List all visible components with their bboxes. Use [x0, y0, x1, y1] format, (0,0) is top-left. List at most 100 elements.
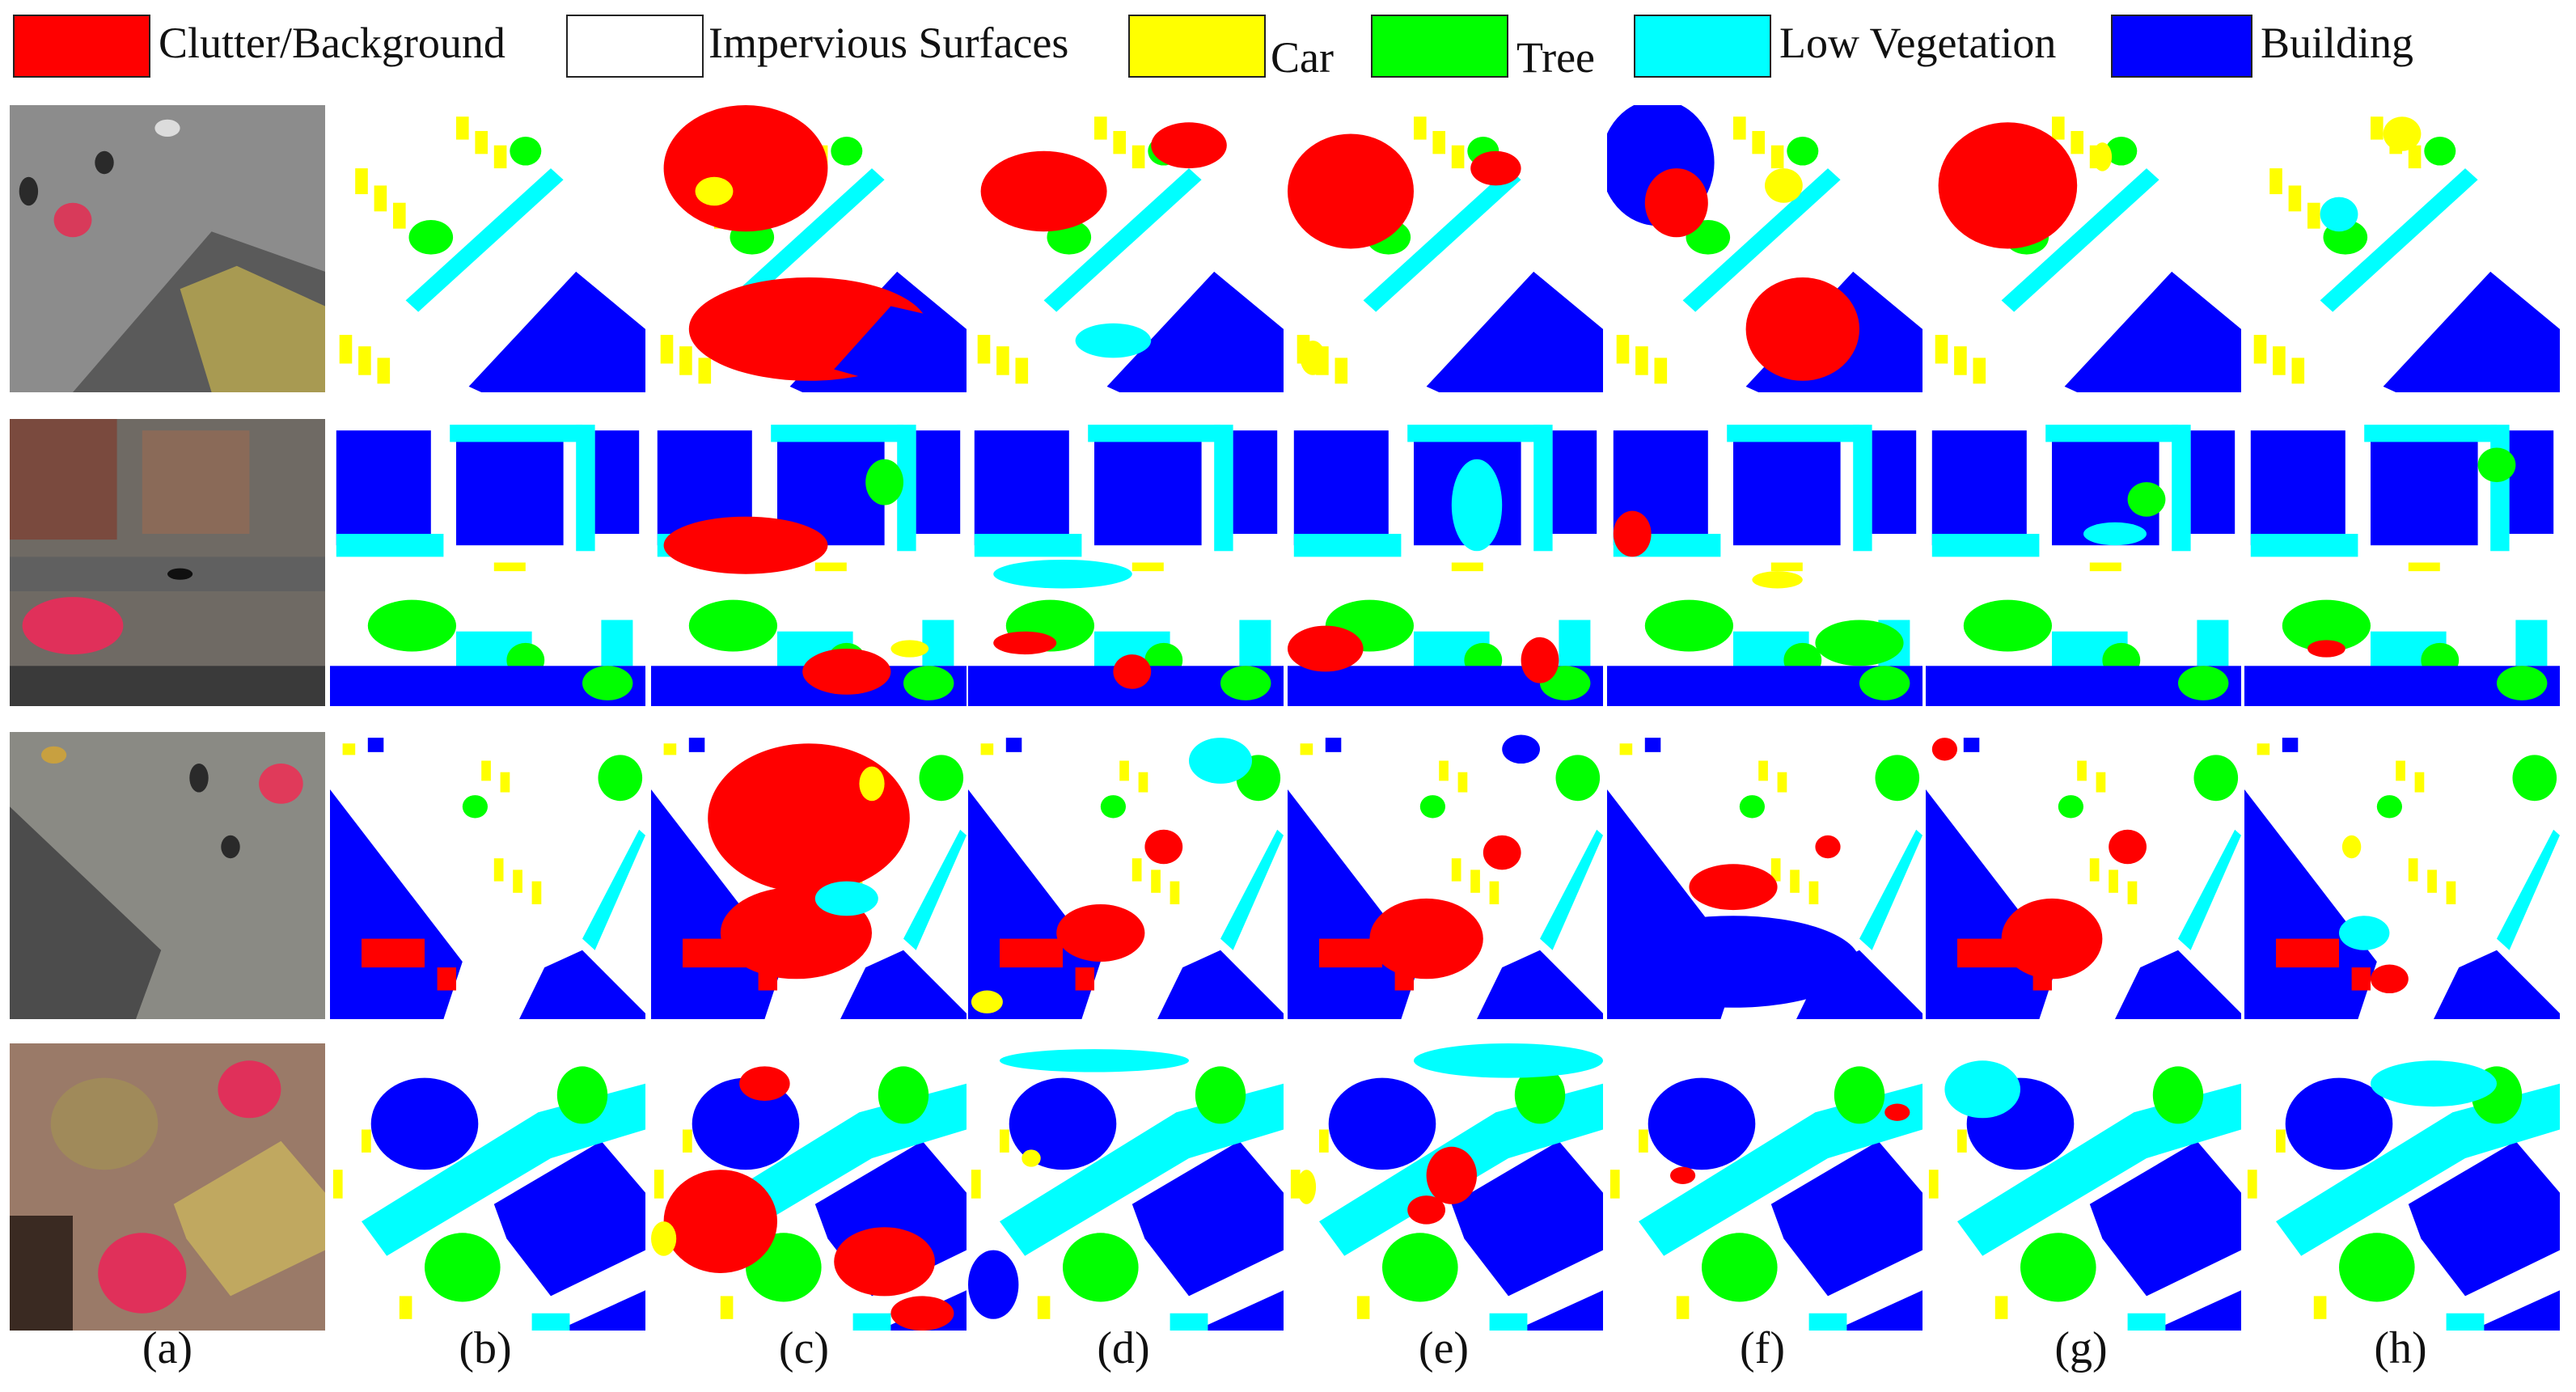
region: [1502, 734, 1540, 764]
region: [1758, 760, 1768, 781]
region: [1363, 168, 1521, 312]
region: [1000, 1083, 1284, 1256]
aerial-image-row-1: [10, 105, 325, 392]
region: [1470, 869, 1480, 893]
region: [1702, 1233, 1778, 1302]
segmentation-map-row-1-col-h: [2244, 105, 2560, 392]
region: [1009, 1077, 1117, 1170]
region: [1451, 459, 1503, 552]
segmentation-map-row-2-col-f: [1607, 419, 1922, 706]
segmentation-map-row-4-col-h: [2244, 1043, 2560, 1331]
region: [2490, 425, 2510, 552]
tree-swatch: [1371, 15, 1508, 78]
region: [50, 1077, 159, 1170]
region: [1414, 1043, 1603, 1078]
region: [594, 430, 640, 534]
legend-label-impervious: Impervious Surfaces: [709, 19, 1069, 67]
col-label-e: (e): [1418, 1323, 1470, 1373]
region: [2383, 271, 2560, 392]
region: [1957, 1129, 1967, 1153]
region: [651, 1221, 677, 1256]
region: [2083, 522, 2147, 546]
region: [493, 1140, 645, 1297]
region: [834, 1227, 935, 1297]
col-label-a: (a): [142, 1323, 193, 1373]
region: [2497, 666, 2548, 700]
region: [582, 666, 633, 700]
segmentation-map-row-4-col-b: [330, 1043, 645, 1331]
region: [2288, 185, 2302, 212]
col-label-c: (c): [778, 1323, 830, 1373]
region: [1144, 829, 1183, 865]
region: [1859, 829, 1922, 950]
region: [1195, 1066, 1246, 1124]
region: [1170, 881, 1180, 904]
region: [22, 597, 124, 655]
region: [1931, 430, 2027, 546]
region: [2105, 137, 2138, 166]
segmentation-map-row-1-col-e: [1288, 105, 1603, 392]
region: [1056, 904, 1145, 962]
region: [2276, 1083, 2560, 1256]
region: [367, 738, 384, 752]
region: [1963, 738, 1980, 752]
region: [890, 640, 929, 658]
region: [2193, 755, 2239, 802]
region: [1644, 738, 1661, 752]
region: [840, 950, 967, 1019]
col-label-h: (h): [2374, 1323, 2427, 1373]
segmentation-map-row-1-col-d: [968, 105, 1284, 392]
region: [2197, 620, 2229, 666]
region: [10, 806, 162, 1019]
region: [977, 335, 991, 364]
region: [493, 145, 507, 169]
region: [2282, 599, 2371, 652]
region: [2109, 869, 2118, 893]
region: [1470, 150, 1521, 186]
region: [437, 967, 456, 991]
region: [510, 137, 542, 166]
region: [1815, 835, 1841, 859]
region: [2424, 137, 2456, 166]
region: [2282, 738, 2299, 752]
segmentation-map-row-1-col-b: [330, 105, 645, 392]
clutter-swatch: [13, 15, 150, 78]
region: [393, 202, 406, 229]
segmentation-map-row-3-col-e: [1288, 732, 1603, 1019]
region: [1928, 1170, 1939, 1199]
region: [974, 534, 1082, 557]
building-swatch: [2111, 15, 2252, 78]
region: [1489, 1313, 1528, 1331]
region: [2001, 168, 2159, 312]
region: [2127, 881, 2138, 904]
region: [1426, 1146, 1477, 1204]
region: [2408, 145, 2422, 169]
region: [1944, 1060, 2020, 1119]
region: [1075, 967, 1094, 991]
region: [1113, 130, 1126, 154]
segmentation-map-row-3-col-b: [330, 732, 645, 1019]
region: [462, 795, 488, 819]
region: [1619, 743, 1633, 755]
region: [1727, 425, 1859, 442]
region: [1733, 116, 1746, 140]
region: [1752, 571, 1803, 589]
region: [708, 743, 910, 893]
region: [1296, 1170, 1317, 1204]
region: [2096, 772, 2106, 793]
region: [1815, 620, 1904, 666]
region: [342, 743, 356, 755]
region: [2127, 1313, 2166, 1331]
region: [654, 1170, 664, 1199]
region: [1670, 1166, 1696, 1184]
region: [1300, 743, 1313, 755]
region: [367, 599, 456, 652]
impervious-swatch: [566, 15, 704, 78]
region: [1834, 1066, 1885, 1124]
region: [1151, 122, 1227, 169]
region: [1654, 358, 1668, 384]
region: [598, 755, 643, 802]
region: [1689, 864, 1778, 911]
region: [1559, 620, 1591, 666]
